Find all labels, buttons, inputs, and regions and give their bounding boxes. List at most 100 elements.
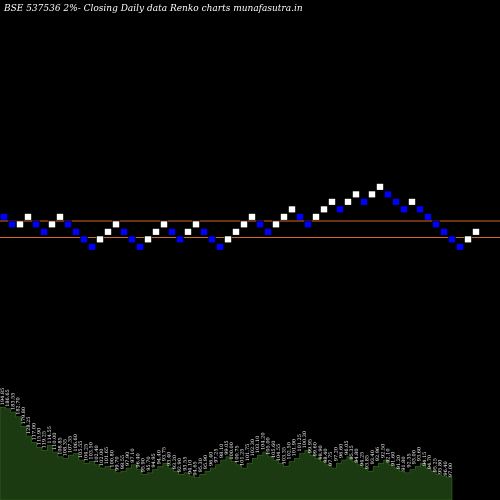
volume-label-46: 101.25	[240, 449, 246, 467]
volume-label-63: 97.75	[328, 452, 334, 466]
renko-brick-4	[32, 220, 40, 228]
renko-brick-19	[152, 228, 160, 236]
renko-brick-35	[280, 213, 288, 221]
renko-brick-21	[168, 228, 176, 236]
renko-brick-54	[432, 220, 440, 228]
renko-brick-45	[360, 198, 368, 206]
renko-brick-31	[248, 213, 256, 221]
renko-brick-28	[224, 235, 232, 243]
volume-label-25: 97.10	[130, 448, 136, 462]
volume-label-79: 93.00	[412, 450, 418, 464]
renko-brick-12	[96, 235, 104, 243]
volume-label-10: 110.00	[52, 433, 58, 451]
volume-label-38: 95.30	[198, 458, 204, 472]
renko-brick-32	[256, 220, 264, 228]
volume-label-68: 94.80	[354, 448, 360, 462]
renko-brick-29	[232, 228, 240, 236]
renko-brick-1	[8, 220, 16, 228]
renko-brick-49	[392, 198, 400, 206]
volume-label-1: 186.65	[5, 389, 11, 407]
renko-brick-41	[328, 198, 336, 206]
volume-label-73: 92.50	[380, 444, 386, 458]
renko-brick-38	[304, 220, 312, 228]
volume-label-67: 95.35	[349, 445, 355, 459]
renko-brick-51	[408, 198, 416, 206]
volume-label-48: 102.30	[250, 439, 256, 456]
renko-brick-16	[128, 235, 136, 243]
renko-brick-55	[440, 228, 448, 236]
volume-label-30: 94.40	[156, 450, 162, 464]
volume-series	[0, 406, 453, 500]
volume-label-14: 106.60	[73, 434, 79, 452]
renko-brick-50	[400, 205, 408, 213]
renko-brick-5	[40, 228, 48, 236]
renko-brick-53	[424, 213, 432, 221]
renko-brick-22	[176, 235, 184, 243]
volume-label-58: 100.30	[302, 431, 308, 449]
renko-brick-58	[464, 235, 472, 243]
volume-label-65: 96.60	[339, 444, 345, 458]
volume-label-72: 92.96	[375, 447, 381, 461]
renko-brick-7	[56, 213, 64, 221]
renko-brick-39	[312, 213, 320, 221]
renko-brick-17	[136, 243, 144, 251]
volume-label-71: 93.40	[370, 450, 376, 464]
volume-label-57: 101.25	[297, 434, 303, 452]
volume-label-15: 105.55	[78, 441, 84, 459]
renko-brick-13	[104, 228, 112, 236]
volume-label-27: 95.90	[141, 458, 147, 472]
renko-bricks	[0, 183, 480, 251]
renko-brick-46	[368, 190, 376, 198]
renko-brick-2	[16, 220, 24, 228]
volume-label-0: 194.85	[0, 388, 6, 406]
renko-brick-42	[336, 205, 344, 213]
volume-label-82: 94.70	[427, 455, 433, 469]
renko-brick-20	[160, 220, 168, 228]
volume-label-32: 93.40	[167, 452, 173, 466]
renko-brick-52	[416, 205, 424, 213]
renko-brick-37	[296, 213, 304, 221]
volume-label-19: 102.00	[99, 449, 105, 467]
renko-brick-44	[352, 190, 360, 198]
volume-label-49: 103.10	[255, 436, 261, 454]
volume-label-61: 98.90	[318, 445, 324, 459]
volume-label-81: 94.15	[422, 452, 428, 466]
volume-label-33: 93.20	[172, 455, 178, 469]
volume-label-64: 97.20	[333, 447, 339, 461]
volume-label-62: 98.40	[323, 448, 329, 462]
volume-label-16: 104.25	[83, 444, 89, 462]
volume-label-74: 92.10	[385, 448, 391, 462]
renko-brick-24	[192, 220, 200, 228]
volume-label-4: 179.80	[21, 407, 27, 425]
volume-label-59: 99.95	[307, 439, 313, 453]
volume-label-60: 99.60	[313, 442, 319, 456]
volume-label-78: 92.35	[406, 453, 412, 467]
renko-brick-9	[72, 228, 80, 236]
volume-label-83: 95.25	[432, 458, 438, 472]
volume-label-66: 96.05	[344, 440, 350, 454]
volume-label-37: 94.65	[193, 461, 199, 475]
volume-label-22: 99.70	[115, 456, 121, 470]
renko-brick-27	[216, 243, 224, 251]
renko-brick-56	[448, 235, 456, 243]
volume-label-80: 93.60	[417, 447, 423, 461]
volume-label-3: 182.70	[16, 397, 22, 415]
renko-brick-59	[472, 228, 480, 236]
volume-label-31: 93.75	[161, 447, 167, 461]
renko-brick-14	[112, 220, 120, 228]
volume-label-86: 97.00	[448, 463, 454, 477]
volume-label-47: 101.75	[245, 444, 251, 462]
volume-label-35: 93.55	[182, 456, 188, 470]
renko-brick-23	[184, 228, 192, 236]
volume-label-40: 96.40	[208, 452, 214, 466]
renko-brick-43	[344, 198, 352, 206]
volume-label-75: 91.60	[391, 452, 397, 466]
volume-label-13: 107.35	[68, 436, 74, 454]
volume-label-41: 97.25	[214, 448, 220, 462]
volume-label-17: 103.50	[89, 442, 95, 460]
renko-brick-47	[376, 183, 384, 191]
volume-label-53: 104.55	[276, 444, 282, 462]
renko-brick-26	[208, 235, 216, 243]
